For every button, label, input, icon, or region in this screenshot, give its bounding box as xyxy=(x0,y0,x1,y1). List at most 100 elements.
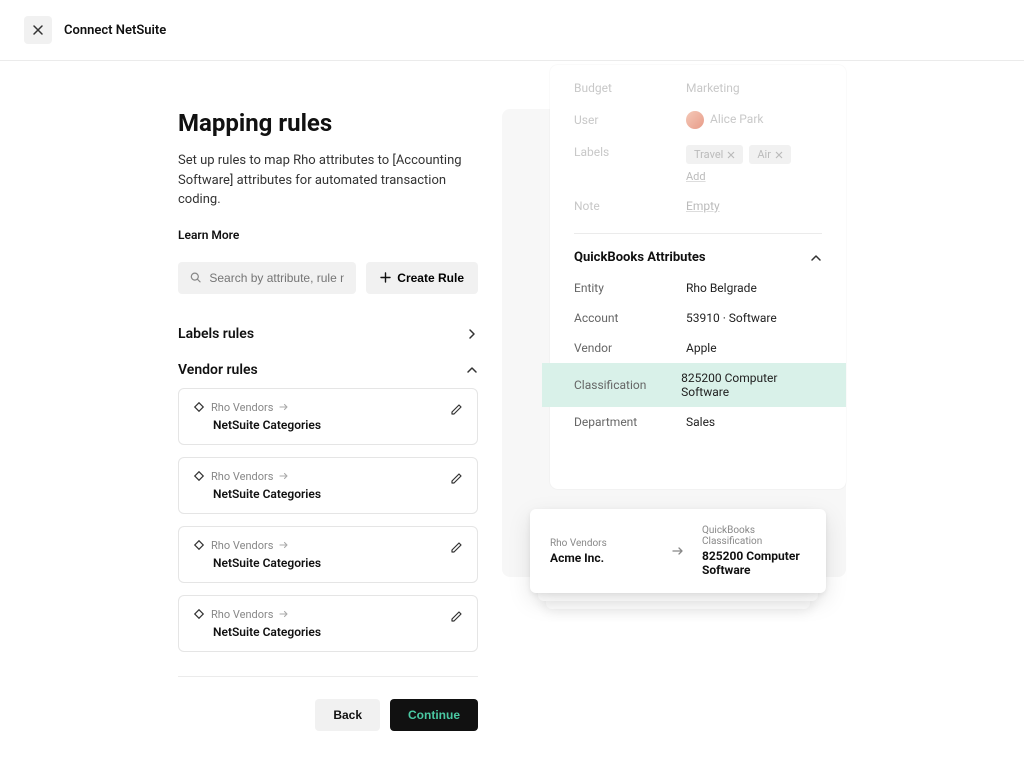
diamond-icon xyxy=(193,539,205,551)
chip-label: Air xyxy=(757,148,771,161)
rule-to-label: NetSuite Categories xyxy=(213,625,321,639)
edit-rule-button[interactable] xyxy=(450,470,463,485)
arrow-right-icon xyxy=(672,545,684,557)
mapping-popover: Rho Vendors Acme Inc. QuickBooks Classif… xyxy=(530,509,826,593)
qb-row-vendor: Vendor Apple xyxy=(550,333,846,363)
rule-from-row: Rho Vendors xyxy=(193,401,321,414)
rule-card-body: Rho Vendors NetSuite Categories xyxy=(193,401,321,432)
page-title: Mapping rules xyxy=(178,109,478,137)
edit-rule-button[interactable] xyxy=(450,539,463,554)
preview-card: Budget Marketing User Alice Park Labels … xyxy=(550,65,846,489)
arrow-right-icon xyxy=(279,402,289,412)
popover-right-value: 825200 Computer Software xyxy=(702,549,806,577)
rule-from-row: Rho Vendors xyxy=(193,608,321,621)
rule-to-label: NetSuite Categories xyxy=(213,418,321,432)
rule-card-body: Rho Vendors NetSuite Categories xyxy=(193,470,321,501)
chip-close-icon xyxy=(727,151,735,159)
user-name: Alice Park xyxy=(710,112,763,126)
qb-value: Sales xyxy=(686,415,715,429)
popover-left-label: Rho Vendors xyxy=(550,538,654,549)
qb-label: Classification xyxy=(574,378,681,392)
main-content: Mapping rules Set up rules to map Rho at… xyxy=(0,61,1024,731)
rule-from-label: Rho Vendors xyxy=(211,539,273,552)
diamond-icon xyxy=(193,608,205,620)
rule-card: Rho Vendors NetSuite Categories xyxy=(178,457,478,514)
create-rule-label: Create Rule xyxy=(397,271,464,285)
close-icon xyxy=(32,24,44,36)
back-button[interactable]: Back xyxy=(315,699,380,731)
arrow-right-icon xyxy=(279,609,289,619)
qb-row-entity: Entity Rho Belgrade xyxy=(550,273,846,303)
rule-to-label: NetSuite Categories xyxy=(213,556,321,570)
search-row: Create Rule xyxy=(178,262,478,294)
diamond-icon xyxy=(193,470,205,482)
chips: Travel Air xyxy=(686,145,791,164)
rule-card: Rho Vendors NetSuite Categories xyxy=(178,526,478,583)
avatar xyxy=(686,111,704,129)
attr-row-labels: Labels Travel Air Add xyxy=(574,137,822,191)
rho-attributes-section: Budget Marketing User Alice Park Labels … xyxy=(550,65,846,221)
arrow-right-icon xyxy=(279,471,289,481)
qb-value: 825200 Computer Software xyxy=(681,371,822,399)
labels-rules-title: Labels rules xyxy=(178,326,254,342)
modal-header: Connect NetSuite xyxy=(0,0,1024,61)
qb-divider xyxy=(574,233,822,234)
header-title: Connect NetSuite xyxy=(64,23,166,38)
search-box[interactable] xyxy=(178,262,356,294)
footer-buttons: Back Continue xyxy=(178,699,478,731)
qb-row-department: Department Sales xyxy=(550,407,846,489)
close-button[interactable] xyxy=(24,16,52,44)
rule-from-row: Rho Vendors xyxy=(193,470,321,483)
chip-label: Travel xyxy=(694,148,723,161)
chip-travel[interactable]: Travel xyxy=(686,145,743,164)
search-icon xyxy=(190,271,201,284)
attr-value-empty[interactable]: Empty xyxy=(686,199,720,213)
popover-right: QuickBooks Classification 825200 Compute… xyxy=(702,525,806,577)
pencil-icon xyxy=(450,610,463,623)
labels-container: Travel Air Add xyxy=(686,145,791,183)
qb-label: Entity xyxy=(574,281,686,295)
qb-row-classification: Classification 825200 Computer Software xyxy=(542,363,846,407)
page-subtitle: Set up rules to map Rho attributes to [A… xyxy=(178,151,478,210)
chip-air[interactable]: Air xyxy=(749,145,791,164)
edit-rule-button[interactable] xyxy=(450,401,463,416)
popover-left-value: Acme Inc. xyxy=(550,551,654,565)
pencil-icon xyxy=(450,541,463,554)
learn-more-link[interactable]: Learn More xyxy=(178,228,239,242)
vendor-rules-header[interactable]: Vendor rules xyxy=(178,352,478,388)
pencil-icon xyxy=(450,403,463,416)
attr-value: Marketing xyxy=(686,81,740,95)
create-rule-button[interactable]: Create Rule xyxy=(366,262,478,294)
rule-from-label: Rho Vendors xyxy=(211,470,273,483)
chevron-right-icon xyxy=(466,328,478,340)
attr-value: Alice Park xyxy=(686,111,763,129)
qb-value: 53910 · Software xyxy=(686,311,777,325)
right-column: Budget Marketing User Alice Park Labels … xyxy=(502,109,846,577)
rule-card-body: Rho Vendors NetSuite Categories xyxy=(193,608,321,639)
attr-label: Budget xyxy=(574,81,686,95)
rule-card: Rho Vendors NetSuite Categories xyxy=(178,595,478,652)
continue-button[interactable]: Continue xyxy=(390,699,478,731)
diamond-icon xyxy=(193,401,205,413)
arrow-right-icon xyxy=(279,540,289,550)
chip-close-icon xyxy=(775,151,783,159)
qb-value: Rho Belgrade xyxy=(686,281,757,295)
rule-from-label: Rho Vendors xyxy=(211,401,273,414)
popover-right-label: QuickBooks Classification xyxy=(702,525,806,547)
pencil-icon xyxy=(450,472,463,485)
qb-label: Vendor xyxy=(574,341,686,355)
qb-title: QuickBooks Attributes xyxy=(574,250,706,265)
attr-label: User xyxy=(574,113,686,127)
labels-rules-header[interactable]: Labels rules xyxy=(178,316,478,352)
add-label-link[interactable]: Add xyxy=(686,170,791,183)
left-column: Mapping rules Set up rules to map Rho at… xyxy=(178,109,478,731)
vendor-rules-title: Vendor rules xyxy=(178,362,258,378)
rule-to-label: NetSuite Categories xyxy=(213,487,321,501)
edit-rule-button[interactable] xyxy=(450,608,463,623)
attr-label: Labels xyxy=(574,145,686,159)
plus-icon xyxy=(380,272,391,283)
attr-label: Note xyxy=(574,199,686,213)
search-input[interactable] xyxy=(209,271,344,285)
qb-attributes-header[interactable]: QuickBooks Attributes xyxy=(550,246,846,273)
qb-label: Account xyxy=(574,311,686,325)
